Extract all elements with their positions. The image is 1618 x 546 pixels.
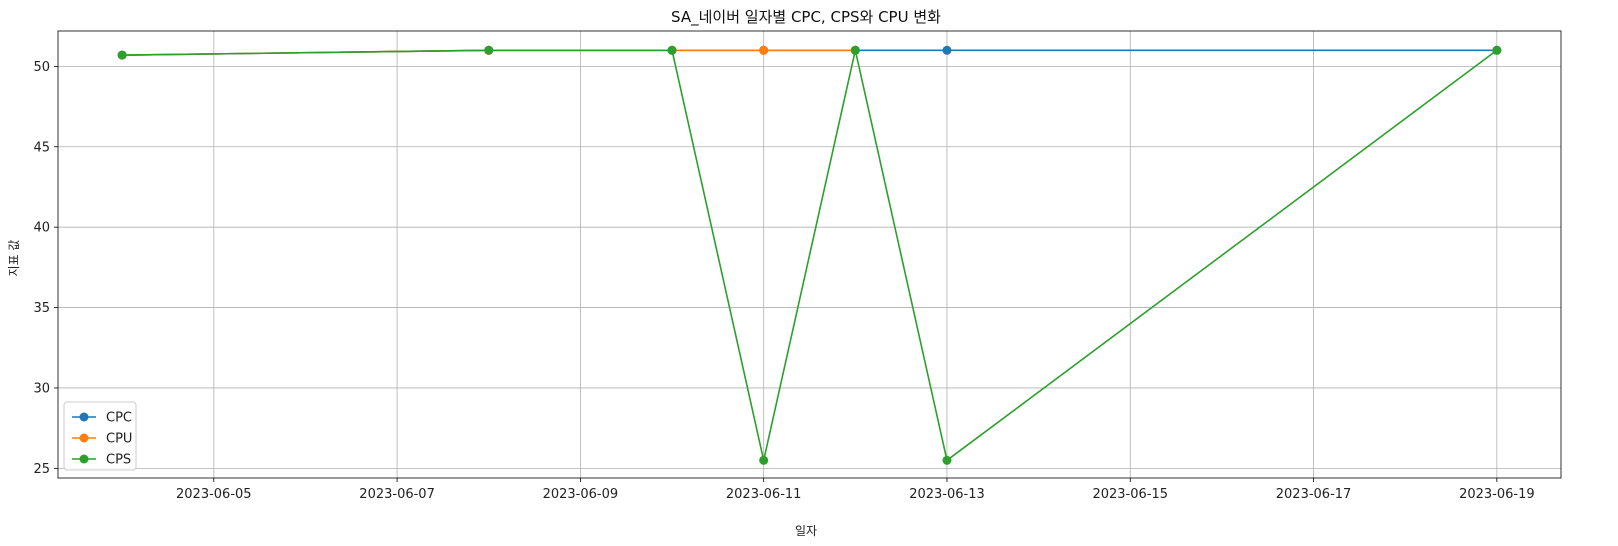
x-axis-label: 일자 [795,524,817,538]
data-point-cps [759,455,769,465]
data-point-cps [850,45,860,55]
y-axis-label: 지표 값 [7,240,21,277]
series-layer [117,45,1502,465]
data-point-cps [484,45,494,55]
y-tick-label: 35 [33,301,50,316]
legend-label: CPU [106,432,132,447]
data-point-cps [942,455,952,465]
y-tick-label: 50 [33,60,50,75]
y-tick-label: 30 [33,381,50,396]
series-cps [117,45,1502,465]
legend-item-cpu: CPU [72,432,132,447]
axes: 2023-06-05 2023-06-07 2023-06-09 2023-06-11… [33,30,1562,502]
x-tick-label: 2023-06-17 [1276,487,1352,502]
y-tick-label: 40 [33,221,50,236]
data-point-cpu [759,45,769,55]
legend-label: CPC [106,411,132,426]
series-line-cps [122,49,1498,462]
x-tick-label: 2023-06-19 [1459,487,1535,502]
plot-frame [57,30,1562,479]
chart-title: SA_네이버 일자별 CPC, CPS와 CPU 변화 [671,8,941,27]
legend-marker [79,433,89,443]
x-tick-label: 2023-06-13 [909,487,985,502]
grid [58,31,1561,478]
x-tick-label: 2023-06-11 [726,487,802,502]
legend-item-cps: CPS [72,453,131,468]
data-point-cps [117,50,127,60]
x-tick-label: 2023-06-07 [359,487,435,502]
data-point-cps [667,45,677,55]
legend-label: CPS [106,453,131,468]
x-tick-label: 2023-06-09 [543,487,619,502]
legend-item-cpc: CPC [72,411,132,426]
x-tick-label: 2023-06-15 [1092,487,1168,502]
x-tick-label: 2023-06-05 [176,487,252,502]
data-point-cps [1492,45,1502,55]
legend: CPC CPU CPS [63,401,137,471]
legend-marker [79,412,89,422]
legend-marker [79,454,89,464]
data-point-cpc [942,45,952,55]
y-tick-label: 25 [33,462,50,477]
y-tick-label: 45 [33,140,50,155]
